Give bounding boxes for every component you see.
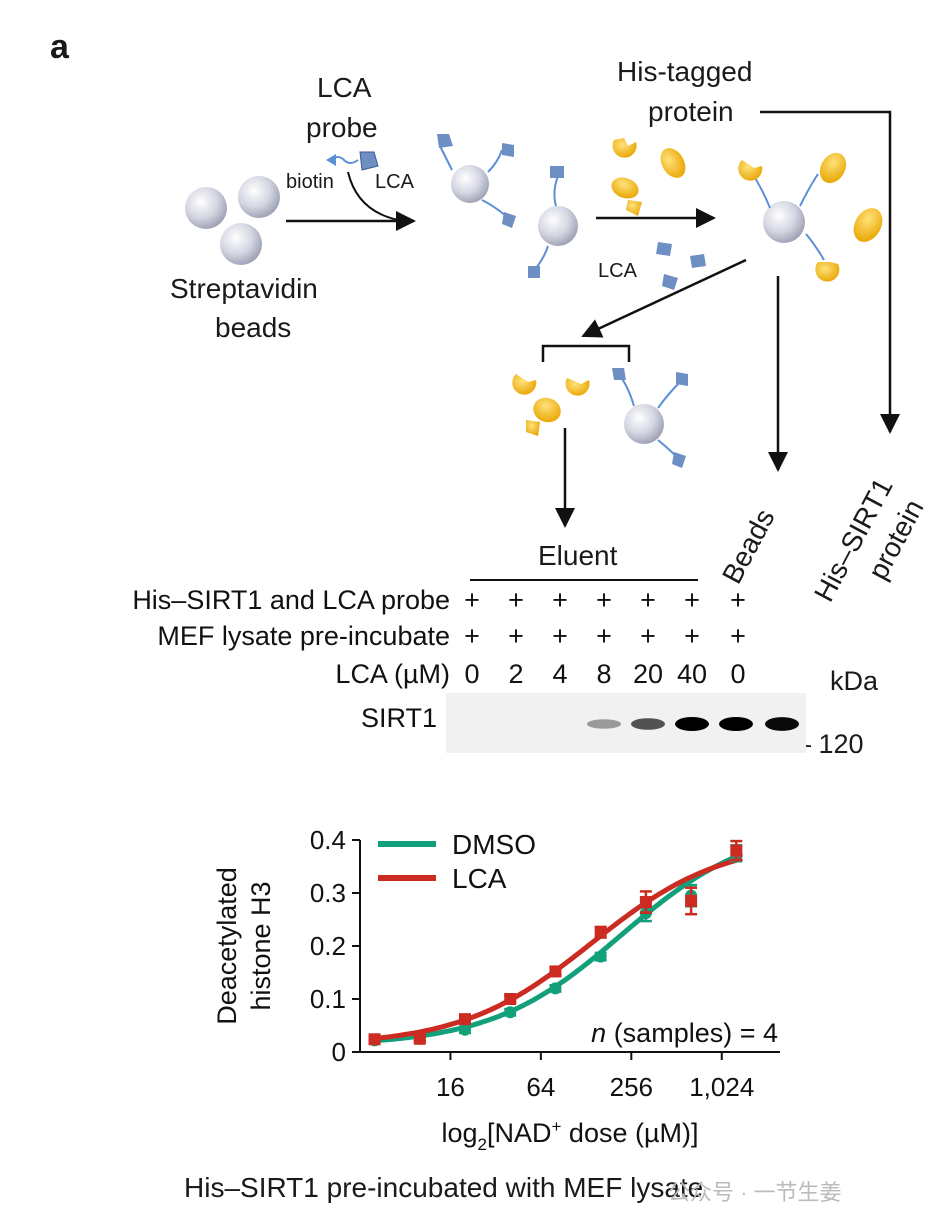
streptavidin-label: Streptavidin [170, 273, 318, 304]
eluted-proteins [512, 374, 590, 436]
kda-label: kDa [830, 666, 879, 696]
his-tagged-label-2: protein [648, 96, 734, 127]
x-tick-label: 256 [610, 1072, 653, 1102]
lca-probe-label-2: probe [306, 112, 378, 143]
his-tagged-label-1: His-tagged [617, 56, 753, 87]
data-point-dmso [594, 950, 607, 963]
arrow-to-his-sirt1 [760, 110, 900, 434]
data-point-lca [368, 1033, 381, 1046]
blot-cell: 40 [676, 659, 708, 689]
blot-cell: + [552, 621, 568, 651]
eluted-probe-bead [612, 368, 688, 468]
streptavidin-beads [185, 176, 280, 265]
sample-annotation-text: (samples) = 4 [606, 1018, 778, 1048]
blot-row-label: MEF lysate pre-incubate [157, 621, 450, 651]
x-axis-label-part: + [551, 1117, 561, 1136]
lca-free-label: LCA [598, 260, 637, 282]
legend-label-lca: LCA [452, 863, 507, 894]
lca-probe-label-1: LCA [317, 72, 372, 103]
watermark: 公众号 · 一节生姜 [668, 1180, 842, 1205]
data-point-lca [459, 1013, 471, 1026]
data-point-dmso [549, 982, 562, 995]
panel-label: a [50, 28, 69, 66]
blot-cell: + [464, 585, 480, 615]
data-point-dmso [459, 1023, 471, 1036]
x-axis-label-part: dose (µM)] [561, 1118, 698, 1148]
western-blot-image [446, 693, 806, 753]
fit-curve-dmso [374, 851, 744, 1044]
blot-cell: + [640, 621, 656, 651]
blot-cell: + [684, 621, 700, 651]
blot-cell: + [508, 621, 524, 651]
blot-band [765, 717, 799, 731]
lca-small-label: LCA [375, 171, 414, 193]
chart-caption: His–SIRT1 pre-incubated with MEF lysate [184, 1172, 704, 1203]
data-point-lca [685, 894, 698, 907]
sample-annotation-n: n [591, 1018, 606, 1048]
dose-response-chart: 0 0.1 0.2 0.3 0.4 16 64 256 1,024 Deacetylated his… [212, 825, 780, 1154]
x-tick-label: 1,024 [689, 1072, 754, 1102]
blot-cell: + [640, 585, 656, 615]
blot-cell: 20 [632, 659, 664, 689]
y-axis-label: Deacetylated [212, 867, 242, 1025]
blot-cell: + [596, 621, 612, 651]
probe-curve-arrow [347, 171, 405, 222]
x-tick-label: 64 [526, 1072, 555, 1102]
x-tick-label: 16 [436, 1072, 465, 1102]
blot-cell: + [596, 585, 612, 615]
blot-cell: + [730, 585, 746, 615]
sample-annotation: n (samples) = 4 [591, 1018, 778, 1048]
free-lca-molecules [656, 242, 706, 290]
data-point-lca [504, 993, 517, 1005]
eluent-bracket [541, 344, 631, 362]
y-tick-label: 0.3 [310, 878, 346, 908]
blot-cell: 0 [730, 659, 746, 689]
data-point-lca [594, 926, 607, 939]
band-label: SIRT1 [360, 703, 437, 733]
blot-cell: 4 [552, 659, 568, 689]
y-tick-label: 0 [332, 1037, 346, 1067]
y-axis-label: histone H3 [246, 881, 276, 1010]
y-tick-label: 0.2 [310, 931, 346, 961]
data-point-dmso [504, 1006, 517, 1019]
y-tick-label: 0.1 [310, 984, 346, 1014]
biotin-label: biotin [286, 171, 334, 193]
x-axis-label-part: log [441, 1118, 477, 1148]
x-axis-label-part: [NAD [487, 1118, 552, 1148]
blot-cell: + [464, 621, 480, 651]
blot-cell: + [730, 621, 746, 651]
blot-band [675, 717, 709, 731]
legend-label-dmso: DMSO [452, 829, 536, 860]
blot-row-label: LCA (µM) [335, 659, 450, 689]
blot-cell: 0 [464, 659, 480, 689]
blot-band [587, 719, 621, 729]
blot-cell: + [508, 585, 524, 615]
blot-row-label: His–SIRT1 and LCA probe [132, 585, 450, 615]
blot-cell: 8 [596, 659, 612, 689]
data-point-lca [549, 965, 562, 978]
his-tagged-proteins [611, 138, 883, 242]
pull-down-schematic [185, 110, 900, 581]
beads-label: beads [215, 312, 292, 343]
blot-band [631, 718, 665, 730]
y-tick-label: 0.4 [310, 825, 346, 855]
data-point-lca [639, 896, 652, 909]
free-probe [326, 151, 379, 171]
probe-loaded-beads [437, 134, 578, 278]
blot-cell: 2 [508, 659, 524, 689]
blot-cell: + [684, 585, 700, 615]
x-axis-label: log2[NAD+ dose (µM)] [441, 1117, 698, 1154]
arrow-to-eluent-split [581, 258, 747, 338]
data-point-lca [413, 1032, 426, 1045]
blot-cell: + [552, 585, 568, 615]
data-point-lca [730, 844, 743, 857]
blot-band [719, 717, 753, 731]
x-axis-label-part: 2 [478, 1135, 487, 1154]
marker-120-label: – 120 [796, 729, 864, 759]
eluent-label: Eluent [538, 540, 618, 571]
bound-complex-bead [738, 152, 847, 282]
